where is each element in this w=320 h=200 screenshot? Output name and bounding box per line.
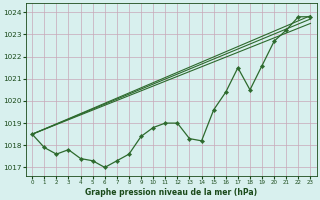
X-axis label: Graphe pression niveau de la mer (hPa): Graphe pression niveau de la mer (hPa) — [85, 188, 257, 197]
